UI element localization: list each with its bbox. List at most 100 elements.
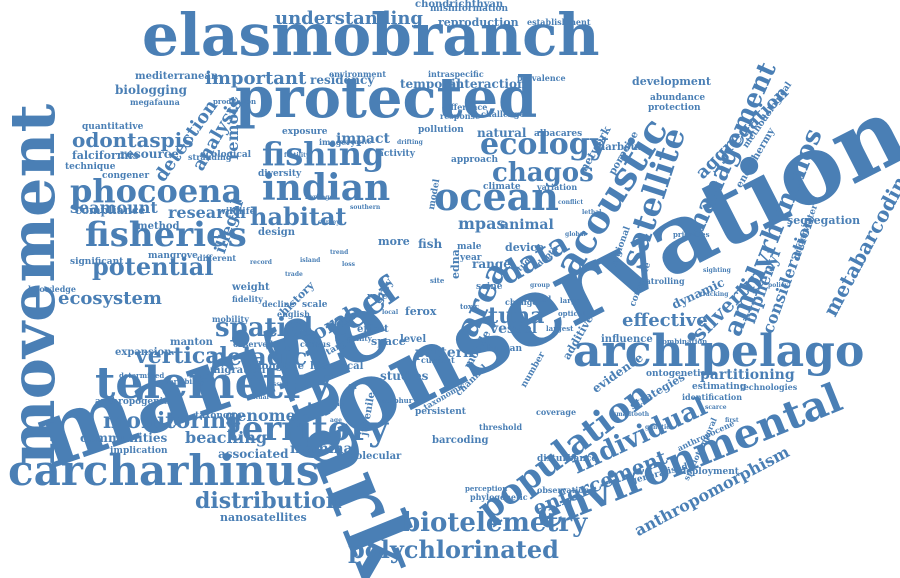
- word-ferox: ferox: [405, 305, 437, 318]
- word-phylogenetic: phylogenetic: [470, 492, 528, 502]
- word-group: group: [530, 282, 550, 289]
- word-toxic: toxic: [460, 302, 479, 311]
- word-observed: observed: [233, 339, 274, 349]
- word-longline: longline: [258, 361, 304, 372]
- word-human: human: [487, 344, 522, 354]
- word-southern: southern: [350, 204, 381, 211]
- word-tracking: tracking: [700, 291, 729, 298]
- word-scarce: scarce: [705, 404, 727, 411]
- word-ecology: ecology: [480, 127, 608, 162]
- word-production: production: [213, 97, 257, 106]
- word-impact: impact: [336, 131, 390, 147]
- word-distribution: distribution: [195, 488, 342, 514]
- word-harbour: harbour: [598, 142, 644, 153]
- word-first: first: [725, 417, 739, 424]
- word-fish: fish: [418, 237, 443, 251]
- word-site: site: [430, 276, 445, 285]
- word-ecosystem: ecosystem: [58, 288, 162, 309]
- word-patrolling: patrolling: [640, 276, 685, 286]
- word-environment: environment: [329, 69, 387, 79]
- word-tuna: tuna: [488, 303, 545, 329]
- word-ocean: ocean: [434, 174, 559, 219]
- word-territory: territory: [226, 409, 389, 449]
- word-technique: technique: [65, 162, 116, 172]
- word-carcharhinus: carcharhinus: [8, 446, 320, 495]
- word-large: large: [560, 296, 581, 305]
- word-drifting: drifting: [397, 139, 423, 146]
- word-level: level: [400, 334, 427, 345]
- word-migration: migration: [210, 365, 266, 376]
- word-molecular: molecular: [345, 451, 402, 462]
- word-optical: optical: [558, 309, 585, 318]
- word-sighting: sighting: [703, 267, 731, 274]
- word-phocoena: phocoena: [70, 172, 243, 210]
- word-studies: studies: [380, 369, 429, 383]
- word-implication: implication: [110, 446, 168, 456]
- word-exposure: exposure: [282, 127, 328, 137]
- word-more: more: [378, 235, 410, 248]
- word-biologging: biologging: [115, 83, 187, 97]
- word-trade: trade: [285, 271, 303, 278]
- word-identification: identification: [682, 392, 743, 402]
- word-genetic: genetic: [645, 424, 670, 431]
- word-misinformation: misinformation: [430, 4, 509, 14]
- word-ritual: ritual: [250, 394, 269, 401]
- word-fishing: fishing: [262, 135, 385, 173]
- word-protection: protection: [648, 103, 701, 113]
- word-establishment: establishment: [527, 17, 591, 27]
- word-mpas: mpas: [458, 214, 506, 233]
- word-activity: activity: [378, 149, 415, 159]
- word-congener: congener: [102, 171, 150, 181]
- word-loss: loss: [342, 261, 356, 268]
- word-fidelity: fidelity: [232, 294, 263, 304]
- word-mammal: mammal: [290, 441, 358, 457]
- word-ability: ability: [347, 334, 372, 343]
- word-record: record: [250, 259, 272, 266]
- word-observation: observation: [537, 485, 590, 495]
- word-habitat: habitat: [250, 202, 347, 231]
- word-quantitative: quantitative: [82, 122, 144, 132]
- word-fertility: fertility: [284, 152, 310, 159]
- word-decline: decline: [262, 299, 295, 309]
- word-approach: approach: [451, 155, 499, 165]
- word-range: range: [472, 257, 511, 271]
- word-anthropogenic: anthropogenic: [95, 397, 169, 407]
- word-local: local: [382, 309, 399, 316]
- word-english: english: [277, 309, 310, 319]
- word-seamount: seamount: [70, 198, 158, 217]
- word-mobility: mobility: [212, 314, 249, 324]
- word-age: age: [330, 417, 342, 424]
- word-prevalence: prevalence: [517, 73, 566, 83]
- word-threshold: threshold: [479, 422, 523, 432]
- word-pattern: pattern: [415, 345, 474, 361]
- word-combination: combination: [658, 337, 708, 346]
- word-falciformis: falciformis: [72, 149, 139, 162]
- word-lethal: lethal: [582, 209, 602, 216]
- word-year: year: [460, 253, 482, 263]
- word-important: important: [205, 68, 307, 89]
- word-scale: scale: [302, 300, 328, 310]
- word-seine: seine: [476, 282, 503, 292]
- word-compliance: compliance: [75, 204, 146, 217]
- word-abundance: abundance: [650, 93, 706, 103]
- word-monitoring: monitoring: [103, 408, 242, 434]
- word-stranding: stranding: [188, 152, 232, 162]
- word-albacares: albacares: [534, 129, 583, 139]
- word-ecological: ecological: [200, 150, 252, 160]
- word-pollution: pollution: [418, 125, 464, 135]
- word-fin: fin: [348, 384, 357, 391]
- word-census: census: [300, 339, 331, 349]
- word-megafauna: megafauna: [130, 97, 180, 107]
- word-method: method: [137, 221, 180, 232]
- word-temporal: temporal: [400, 77, 461, 91]
- word-effect: effect: [357, 324, 389, 335]
- word-genome: genome: [225, 406, 296, 425]
- word-reproduction: reproduction: [438, 16, 519, 29]
- word-indian: indian: [262, 167, 391, 209]
- word-vertical: vertical: [135, 343, 228, 369]
- word-reveal: reveal: [524, 294, 552, 304]
- word-beaching: beaching: [185, 428, 268, 447]
- word-diversity: diversity: [258, 169, 302, 179]
- word-partitioning: partitioning: [700, 367, 795, 383]
